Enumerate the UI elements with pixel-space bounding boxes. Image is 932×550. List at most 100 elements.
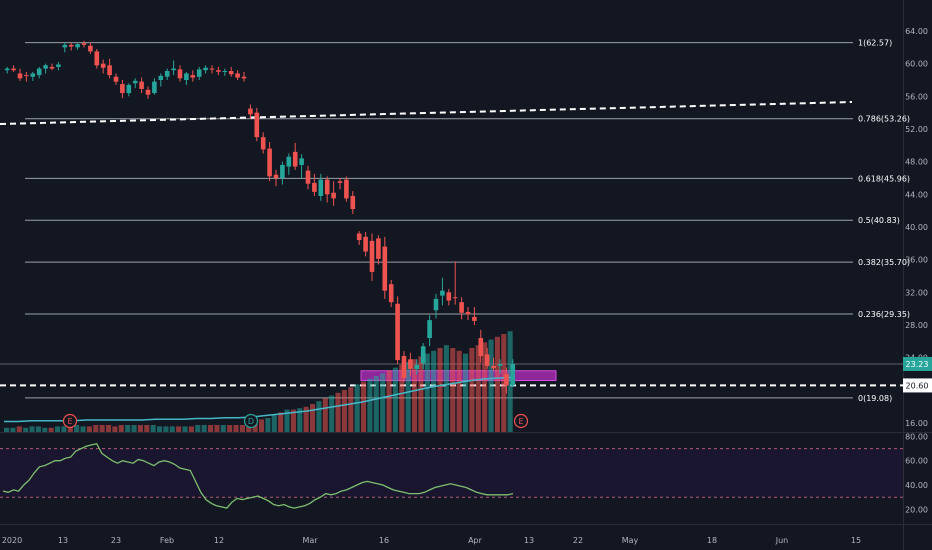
- candle: [260, 132, 266, 154]
- fib-level-label: 0(19.08): [858, 394, 892, 403]
- candle: [440, 277, 445, 306]
- candle: [49, 63, 55, 71]
- volume-bar: [118, 425, 124, 432]
- volume-bar: [252, 422, 258, 432]
- candle-body: [43, 65, 48, 69]
- volume-bar: [93, 425, 99, 432]
- rsi-axis-tick: 60.00: [905, 457, 928, 466]
- volume-bar: [494, 336, 500, 432]
- volume-bar: [23, 427, 29, 432]
- candle: [24, 71, 29, 82]
- candle: [196, 66, 202, 80]
- candle: [395, 296, 400, 365]
- volume-bar: [188, 426, 194, 432]
- candle-body: [401, 356, 407, 379]
- time-axis-tick: 12: [214, 536, 224, 545]
- volume-bar: [322, 398, 328, 432]
- price-axis-tick: 56.00: [905, 92, 928, 101]
- candle-body: [363, 236, 368, 252]
- candle-body: [356, 233, 362, 241]
- volume-bar: [74, 425, 80, 432]
- volume-bar: [303, 406, 309, 432]
- volume-bar: [310, 404, 316, 432]
- candle: [299, 154, 304, 178]
- volume-bar: [412, 359, 418, 432]
- fib-level-label: 0.236(29.35): [858, 310, 910, 319]
- volume-moving-average: [4, 376, 515, 423]
- rsi-band: [0, 448, 903, 498]
- volume-bar: [201, 425, 207, 432]
- dashed-trendline: [0, 101, 853, 125]
- volume-bar: [86, 426, 92, 432]
- volume-bar: [163, 426, 169, 432]
- candle: [286, 153, 292, 175]
- candle: [36, 66, 42, 79]
- candle: [273, 169, 279, 187]
- candle: [81, 40, 87, 48]
- event-marker[interactable]: D: [243, 413, 259, 429]
- volume-bar: [157, 426, 163, 432]
- volume-bar: [507, 331, 513, 432]
- volume-bar: [61, 426, 67, 432]
- candle: [350, 191, 356, 214]
- volume-bar: [169, 426, 175, 432]
- candle: [30, 71, 36, 81]
- volume-bar: [386, 370, 392, 432]
- volume-bar: [246, 423, 252, 432]
- price-axis-tick: 48.00: [905, 158, 928, 167]
- candle-body: [337, 181, 343, 183]
- candle-body: [177, 69, 183, 79]
- volume-bar: [284, 409, 290, 432]
- candle: [305, 165, 311, 190]
- event-marker[interactable]: E: [513, 413, 529, 429]
- fib-level-label: 1(62.57): [858, 39, 892, 48]
- candle-body: [388, 284, 394, 303]
- candle-body: [49, 66, 55, 69]
- candle: [4, 66, 10, 74]
- candle: [318, 173, 324, 201]
- volume-bar: [125, 425, 131, 432]
- candle-body: [267, 148, 272, 177]
- time-axis-tick: Jun: [775, 536, 789, 545]
- candle: [427, 315, 432, 347]
- candle: [376, 235, 381, 265]
- candle: [459, 297, 464, 320]
- volume-bar: [42, 427, 48, 432]
- candle: [472, 307, 477, 325]
- candle: [190, 70, 196, 82]
- candle-body: [235, 73, 240, 78]
- event-marker[interactable]: E: [62, 413, 78, 429]
- volume-bar: [463, 353, 469, 432]
- candle-body: [318, 179, 324, 196]
- candle-body: [24, 75, 29, 77]
- candle-body: [408, 359, 413, 370]
- volume-bar: [367, 378, 373, 432]
- volume-bar: [354, 384, 360, 432]
- volume-bar: [112, 426, 118, 432]
- candle-body: [260, 137, 266, 150]
- volume-bar: [456, 350, 462, 432]
- candle-body: [414, 365, 420, 370]
- volume-bar: [233, 425, 239, 432]
- candle: [100, 59, 106, 74]
- candle-body: [376, 238, 381, 259]
- candle: [184, 71, 189, 85]
- time-axis-tick: 2020: [2, 536, 22, 545]
- price-candles: [4, 40, 516, 394]
- volume-bar: [239, 425, 245, 432]
- candle-body: [196, 69, 202, 77]
- candle: [414, 359, 420, 375]
- candle-body: [299, 158, 304, 165]
- candle: [331, 181, 336, 206]
- time-axis-tick: 13: [524, 536, 534, 545]
- candle-body: [184, 73, 189, 80]
- volume-bar: [329, 395, 335, 432]
- candle: [203, 65, 208, 74]
- candle: [478, 329, 484, 363]
- candle: [312, 173, 317, 196]
- price-axis-tick: 64.00: [905, 27, 928, 36]
- candle-body: [504, 374, 509, 386]
- candle: [11, 65, 16, 72]
- price-axis-tick: 36.00: [905, 256, 928, 265]
